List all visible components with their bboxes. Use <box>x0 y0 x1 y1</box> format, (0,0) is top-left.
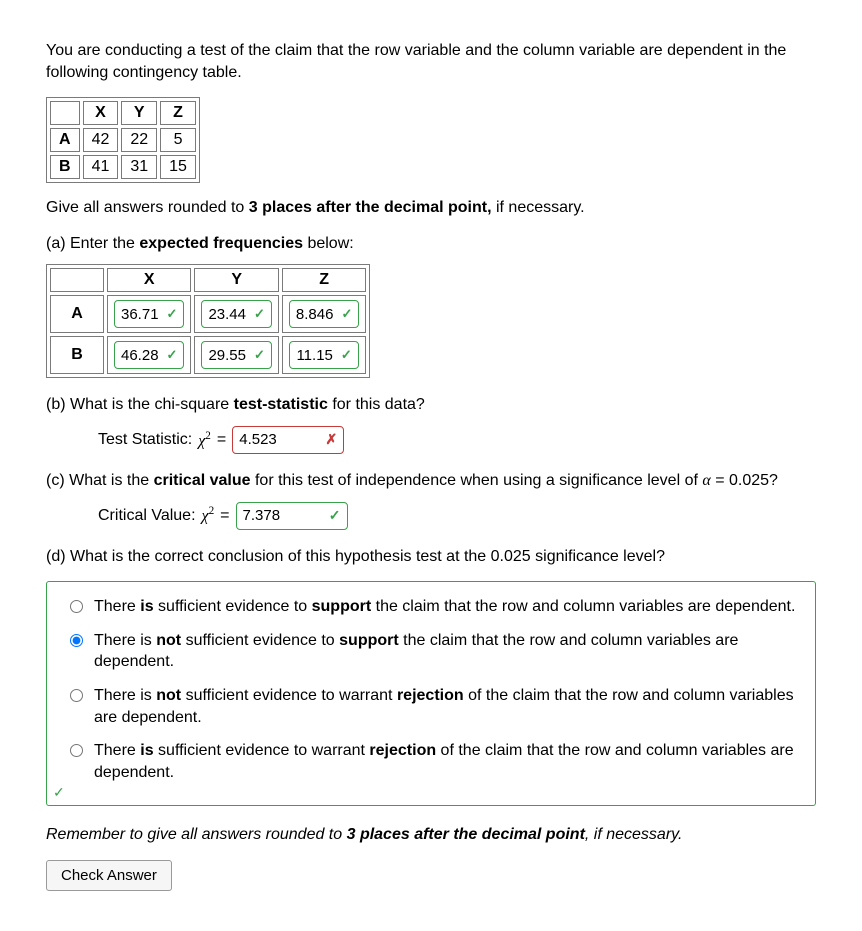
check-icon: ✓ <box>167 306 178 322</box>
expected-input-a-z[interactable]: 8.846✓ <box>289 300 359 328</box>
check-icon: ✓ <box>341 306 352 322</box>
col-header-x: X <box>83 101 119 125</box>
part-c-prompt: (c) What is the critical value for this … <box>46 470 816 492</box>
crit-val-input[interactable]: 7.378 ✓ <box>236 502 348 530</box>
expected-input-b-y[interactable]: 29.55✓ <box>201 341 271 369</box>
blank-header <box>50 101 80 125</box>
cross-icon: ✗ <box>326 431 338 448</box>
obs-cell: 5 <box>160 128 196 152</box>
check-answer-button[interactable]: Check Answer <box>46 860 172 891</box>
obs-cell: 22 <box>121 128 157 152</box>
conclusion-radio-3[interactable] <box>70 689 83 702</box>
equals-sign: = <box>220 507 229 525</box>
test-stat-input[interactable]: 4.523 ✗ <box>232 426 344 454</box>
part-b-prompt: (b) What is the chi-square test-statisti… <box>46 394 816 416</box>
obs-cell: 31 <box>121 155 157 179</box>
chi-squared-symbol: χ2 <box>202 505 215 525</box>
observed-table: X Y Z A 42 22 5 B 41 31 15 <box>46 97 200 183</box>
row-header-b: B <box>50 155 80 179</box>
expected-table: X Y Z A 36.71✓ 23.44✓ 8.846✓ B 46.28✓ 29… <box>46 264 370 378</box>
part-c-line: Critical Value: χ2 = 7.378 ✓ <box>98 502 816 530</box>
col-header-z: Z <box>160 101 196 125</box>
col-header-x: X <box>107 268 191 292</box>
obs-cell: 42 <box>83 128 119 152</box>
test-stat-label: Test Statistic: <box>98 431 192 449</box>
col-header-z: Z <box>282 268 366 292</box>
reminder-text: Remember to give all answers rounded to … <box>46 824 816 846</box>
conclusion-label-4[interactable]: There is sufficient evidence to warrant … <box>94 740 797 783</box>
conclusion-radio-1[interactable] <box>70 600 83 613</box>
col-header-y: Y <box>194 268 278 292</box>
row-header-a: A <box>50 128 80 152</box>
obs-cell: 15 <box>160 155 196 179</box>
row-header-a: A <box>50 295 104 333</box>
expected-input-b-x[interactable]: 46.28✓ <box>114 341 184 369</box>
crit-val-label: Critical Value: <box>98 507 196 525</box>
conclusion-radio-4[interactable] <box>70 744 83 757</box>
part-a-prompt: (a) Enter the expected frequencies below… <box>46 233 816 255</box>
equals-sign: = <box>217 431 226 449</box>
row-header-b: B <box>50 336 104 374</box>
chi-squared-symbol: χ2 <box>198 430 211 450</box>
check-icon: ✓ <box>341 347 352 363</box>
obs-cell: 41 <box>83 155 119 179</box>
conclusion-radio-2[interactable] <box>70 634 83 647</box>
conclusion-label-2[interactable]: There is not sufficient evidence to supp… <box>94 630 797 673</box>
check-icon: ✓ <box>167 347 178 363</box>
intro-text: You are conducting a test of the claim t… <box>46 40 816 83</box>
part-d-prompt: (d) What is the correct conclusion of th… <box>46 546 816 568</box>
check-icon: ✓ <box>53 784 65 801</box>
blank-header <box>50 268 104 292</box>
conclusion-label-1[interactable]: There is sufficient evidence to support … <box>94 596 795 618</box>
rounding-note: Give all answers rounded to 3 places aft… <box>46 197 816 219</box>
expected-input-b-z[interactable]: 11.15✓ <box>289 341 358 369</box>
check-icon: ✓ <box>329 507 341 524</box>
conclusion-radio-group: There is sufficient evidence to support … <box>46 581 816 806</box>
check-icon: ✓ <box>254 306 265 322</box>
part-b-line: Test Statistic: χ2 = 4.523 ✗ <box>98 426 816 454</box>
expected-input-a-x[interactable]: 36.71✓ <box>114 300 184 328</box>
expected-input-a-y[interactable]: 23.44✓ <box>201 300 271 328</box>
check-icon: ✓ <box>254 347 265 363</box>
col-header-y: Y <box>121 101 157 125</box>
conclusion-label-3[interactable]: There is not sufficient evidence to warr… <box>94 685 797 728</box>
